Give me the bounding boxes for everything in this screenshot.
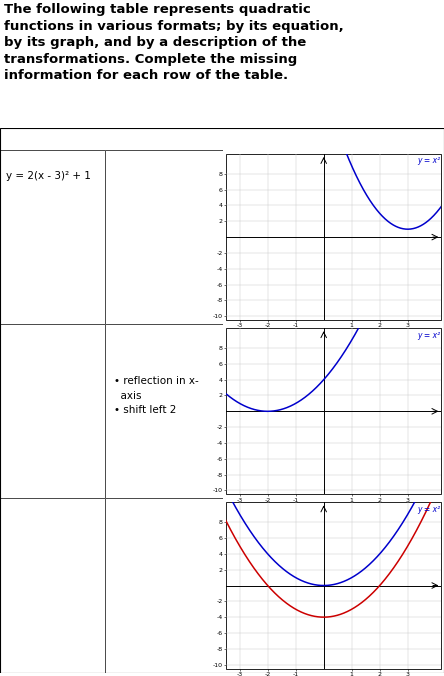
Text: Transformations: Transformations <box>113 134 215 144</box>
Bar <box>226 154 441 320</box>
Text: Graph: Graph <box>314 134 353 144</box>
Text: The following table represents quadratic
functions in various formats; by its eq: The following table represents quadratic… <box>4 3 344 82</box>
Text: y = 2(x - 3)² + 1: y = 2(x - 3)² + 1 <box>6 171 91 181</box>
Text: y = x²: y = x² <box>417 156 440 166</box>
Bar <box>226 329 441 494</box>
Text: Equation: Equation <box>25 134 80 144</box>
Text: y = x²: y = x² <box>417 505 440 514</box>
Text: y = x²: y = x² <box>417 331 440 339</box>
Bar <box>226 502 441 669</box>
Text: • reflection in x-
  axis
• shift left 2: • reflection in x- axis • shift left 2 <box>115 377 199 415</box>
